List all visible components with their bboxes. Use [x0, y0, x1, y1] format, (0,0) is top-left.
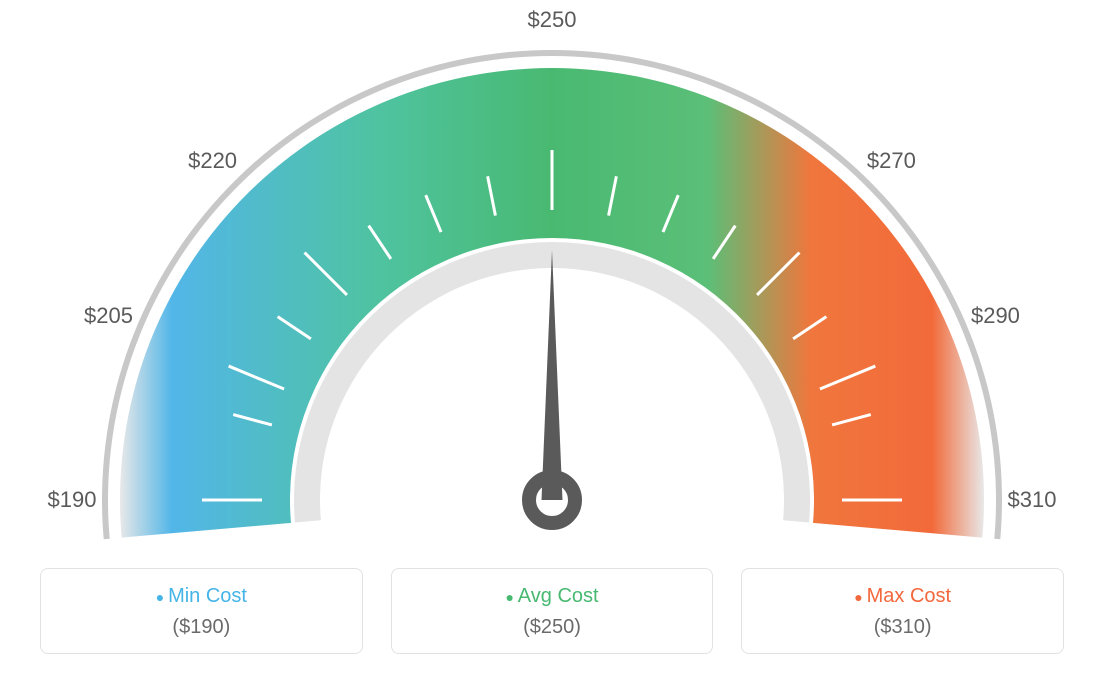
avg-cost-card: Avg Cost ($250) — [391, 568, 714, 654]
cost-cards-row: Min Cost ($190) Avg Cost ($250) Max Cost… — [0, 568, 1104, 654]
gauge-tick-label: $190 — [48, 487, 97, 513]
gauge-tick-label: $205 — [84, 303, 133, 329]
max-cost-value: ($310) — [752, 616, 1053, 639]
gauge-chart: $190 $205 $220 $250 $270 $290 $310 — [0, 0, 1104, 560]
gauge-tick-label: $220 — [188, 148, 237, 174]
gauge-tick-label: $250 — [528, 7, 577, 33]
gauge-svg — [0, 0, 1104, 560]
gauge-tick-label: $310 — [1008, 487, 1057, 513]
gauge-tick-label: $290 — [971, 303, 1020, 329]
max-cost-card: Max Cost ($310) — [741, 568, 1064, 654]
min-cost-card: Min Cost ($190) — [40, 568, 363, 654]
avg-cost-label: Avg Cost — [402, 585, 703, 608]
avg-cost-value: ($250) — [402, 616, 703, 639]
gauge-needle — [542, 250, 563, 500]
min-cost-label: Min Cost — [51, 585, 352, 608]
gauge-tick-label: $270 — [867, 148, 916, 174]
max-cost-label: Max Cost — [752, 585, 1053, 608]
min-cost-value: ($190) — [51, 616, 352, 639]
